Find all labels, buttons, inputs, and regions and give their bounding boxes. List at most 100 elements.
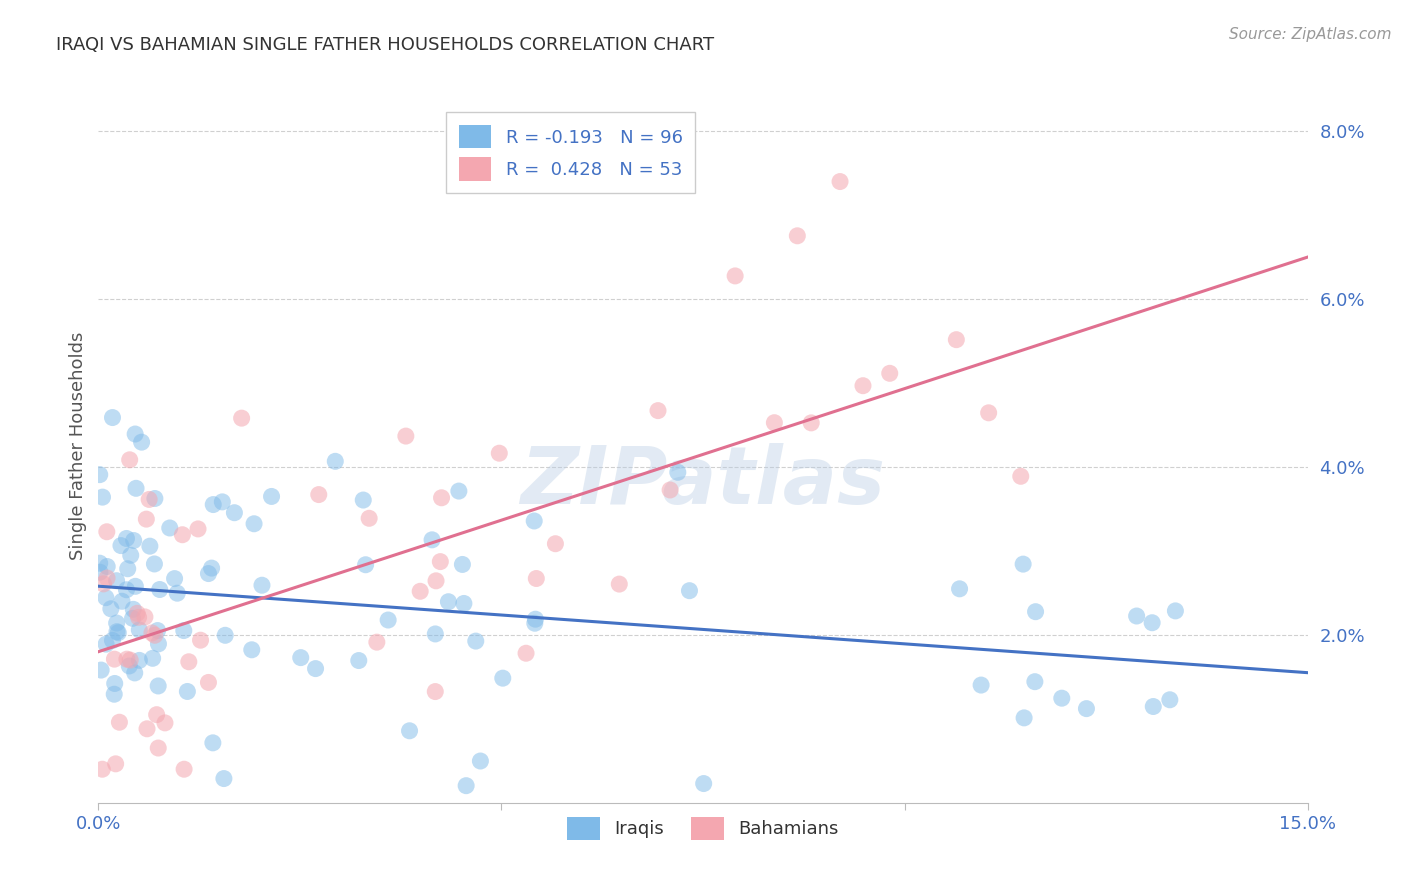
Point: [523, 514, 546, 528]
Point: [1050, 691, 1073, 706]
Point: [89, 565, 111, 579]
Point: [763, 416, 786, 430]
Point: [153, 715, 176, 730]
Point: [724, 268, 747, 283]
Point: [1140, 615, 1163, 630]
Point: [118, 452, 141, 467]
Point: [122, 533, 145, 548]
Point: [172, 527, 194, 541]
Point: [430, 491, 453, 505]
Point: [464, 634, 486, 648]
Point: [94, 591, 117, 605]
Point: [420, 533, 443, 547]
Point: [308, 487, 330, 501]
Point: [447, 484, 470, 499]
Point: [143, 491, 166, 506]
Point: [105, 624, 128, 639]
Point: [91, 762, 114, 776]
Point: [647, 403, 669, 417]
Point: [105, 574, 128, 588]
Point: [1125, 609, 1147, 624]
Point: [231, 411, 253, 425]
Point: [212, 772, 235, 786]
Point: [89, 556, 111, 570]
Point: [115, 582, 138, 597]
Point: [240, 642, 263, 657]
Point: [148, 637, 170, 651]
Point: [139, 539, 162, 553]
Point: [101, 633, 124, 648]
Y-axis label: Single Father Households: Single Father Households: [69, 332, 87, 560]
Point: [607, 577, 630, 591]
Point: [103, 652, 125, 666]
Point: [250, 578, 273, 592]
Point: [243, 516, 266, 531]
Point: [1024, 674, 1046, 689]
Point: [141, 626, 163, 640]
Point: [666, 465, 689, 479]
Point: [122, 602, 145, 616]
Point: [145, 707, 167, 722]
Point: [347, 654, 370, 668]
Point: [214, 628, 236, 642]
Point: [159, 521, 181, 535]
Point: [101, 410, 124, 425]
Text: IRAQI VS BAHAMIAN SINGLE FATHER HOUSEHOLDS CORRELATION CHART: IRAQI VS BAHAMIAN SINGLE FATHER HOUSEHOL…: [56, 36, 714, 54]
Point: [96, 571, 118, 585]
Point: [945, 333, 967, 347]
Point: [524, 612, 547, 626]
Point: [128, 623, 150, 637]
Point: [197, 566, 219, 581]
Point: [800, 416, 823, 430]
Point: [470, 754, 492, 768]
Point: [359, 511, 381, 525]
Point: [110, 539, 132, 553]
Point: [544, 537, 567, 551]
Point: [134, 610, 156, 624]
Point: [678, 583, 700, 598]
Point: [91, 490, 114, 504]
Point: [127, 607, 149, 621]
Point: [148, 741, 170, 756]
Point: [224, 506, 246, 520]
Point: [879, 367, 901, 381]
Point: [128, 653, 150, 667]
Point: [94, 637, 117, 651]
Point: [456, 779, 478, 793]
Point: [488, 446, 510, 460]
Point: [163, 572, 186, 586]
Point: [105, 615, 128, 630]
Point: [409, 584, 432, 599]
Point: [120, 653, 142, 667]
Point: [1010, 469, 1032, 483]
Point: [354, 558, 377, 572]
Point: [515, 646, 537, 660]
Point: [429, 555, 451, 569]
Point: [89, 467, 111, 482]
Point: [492, 671, 515, 685]
Point: [366, 635, 388, 649]
Point: [425, 574, 447, 588]
Point: [323, 454, 346, 468]
Text: ZIPatlas: ZIPatlas: [520, 442, 886, 521]
Point: [437, 595, 460, 609]
Point: [425, 684, 447, 698]
Point: [93, 577, 115, 591]
Point: [190, 633, 212, 648]
Point: [118, 659, 141, 673]
Point: [1159, 693, 1181, 707]
Point: [377, 613, 399, 627]
Point: [1164, 604, 1187, 618]
Point: [977, 406, 1000, 420]
Point: [187, 522, 209, 536]
Point: [103, 687, 125, 701]
Point: [202, 498, 225, 512]
Point: [124, 579, 146, 593]
Point: [104, 756, 127, 771]
Point: [692, 776, 714, 790]
Point: [1142, 699, 1164, 714]
Point: [352, 493, 374, 508]
Point: [148, 679, 170, 693]
Point: [453, 597, 475, 611]
Point: [786, 228, 808, 243]
